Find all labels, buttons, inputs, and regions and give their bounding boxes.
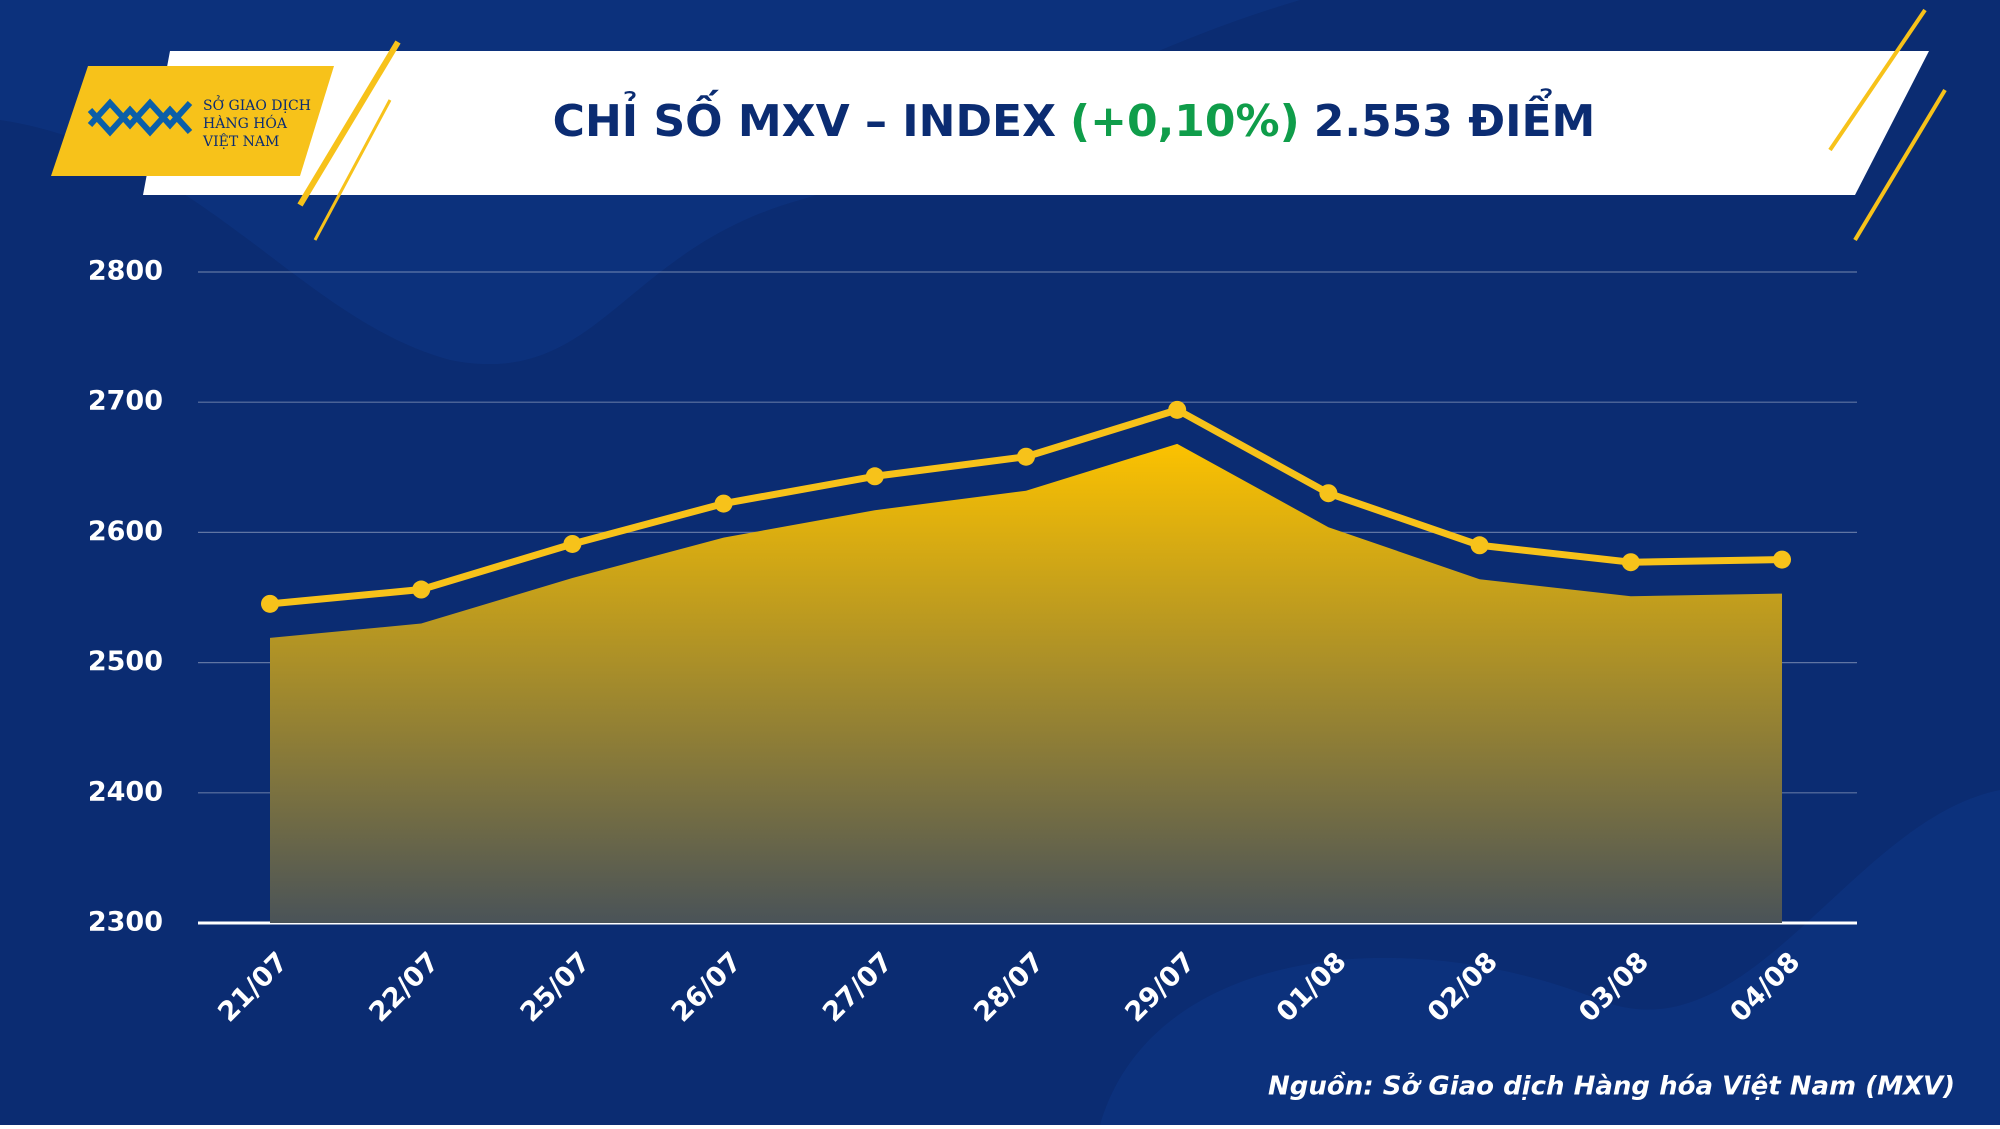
- title-text: CHỈ SỐ MXV – INDEX: [553, 89, 1056, 147]
- y-tick-label: 2300: [88, 907, 163, 938]
- y-tick-label: 2600: [88, 516, 163, 547]
- point: [865, 467, 884, 486]
- point: [1621, 553, 1640, 572]
- decor-stripe: [313, 99, 392, 241]
- chart-title: CHỈ SỐ MXV – INDEX (+0,10%) 2.553 ĐIỂM: [553, 87, 1596, 147]
- logo-text: HÀNG HÓA: [203, 114, 288, 132]
- point: [1319, 484, 1338, 503]
- logo-icon: [87, 98, 193, 137]
- title-change: (+0,10%): [1070, 96, 1300, 147]
- y-tick-label: 2500: [88, 646, 163, 677]
- title-banner: [143, 51, 1929, 195]
- point: [714, 494, 733, 513]
- title-value: 2.553 ĐIỂM: [1314, 87, 1596, 147]
- decor: [1100, 790, 2000, 1125]
- decor-stripe: [1828, 8, 1927, 152]
- y-tick-label: 2700: [88, 386, 163, 417]
- point: [563, 534, 582, 553]
- source: Nguồn: Sở Giao dịch Hàng hóa Việt Nam (M…: [1268, 1071, 1955, 1102]
- area: [270, 443, 1782, 923]
- point: [1470, 536, 1489, 555]
- logo-text: SỞ GIAO DỊCH: [203, 94, 311, 114]
- logo-text: VIỆT NAM: [202, 132, 279, 150]
- decor-stripe: [1853, 88, 1947, 242]
- point: [261, 594, 279, 613]
- point: [412, 580, 431, 599]
- logo-box: [51, 66, 334, 176]
- point: [1773, 550, 1791, 569]
- y-tick-label: 2800: [88, 256, 163, 287]
- y-tick-label: 2400: [88, 776, 163, 807]
- decor-stripe: [297, 40, 401, 207]
- point: [1168, 400, 1187, 419]
- point: [1017, 447, 1035, 466]
